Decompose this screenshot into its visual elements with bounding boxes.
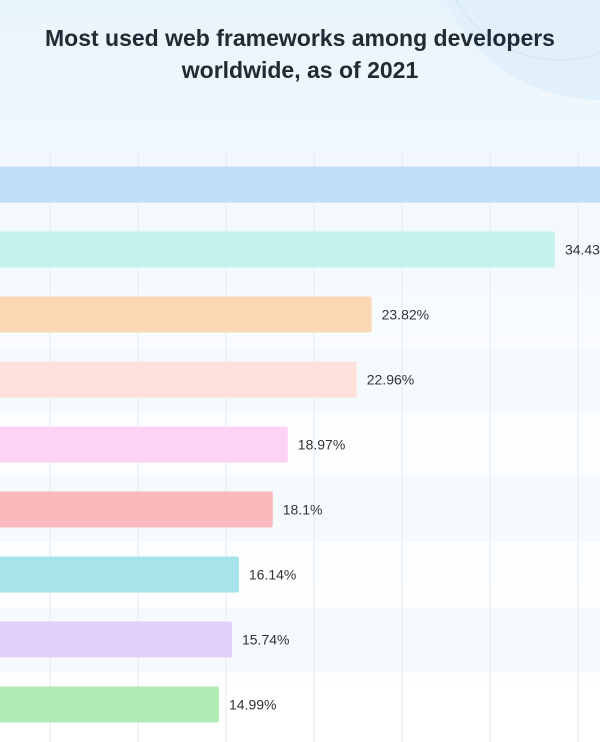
decorative-circle-outer — [445, 0, 600, 100]
bar-0 — [0, 166, 600, 203]
chart-title-line-2: worldwide, as of 2021 — [181, 57, 419, 83]
value-label-5: 18.1% — [283, 502, 323, 518]
bar-6 — [0, 556, 239, 593]
bar-4 — [0, 426, 288, 463]
value-label-1: 34.43% — [565, 242, 600, 258]
bar-1 — [0, 231, 555, 268]
value-label-6: 16.14% — [249, 567, 296, 583]
bar-8 — [0, 686, 220, 723]
bar-2 — [0, 296, 372, 333]
chart-title: Most used web frameworks among developer… — [0, 22, 600, 86]
decorative-circle-inner — [455, 0, 600, 61]
value-label-7: 15.74% — [242, 632, 289, 648]
value-label-2: 23.82% — [382, 307, 429, 323]
bars — [0, 166, 600, 723]
bar-3 — [0, 361, 357, 398]
value-labels: 34.43% 23.82% 22.96% 18.97% 18.1% 16.14% 15.74… — [229, 242, 600, 713]
chart-title-line-1: Most used web frameworks among developer… — [45, 25, 555, 51]
bar-5 — [0, 491, 273, 528]
value-label-4: 18.97% — [298, 437, 345, 453]
value-label-8: 14.99% — [229, 697, 276, 713]
bar-7 — [0, 621, 232, 658]
value-label-3: 22.96% — [367, 372, 414, 388]
